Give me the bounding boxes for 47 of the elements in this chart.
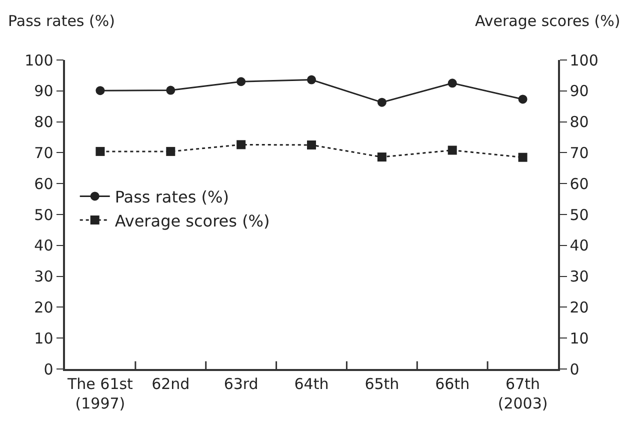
- y-tick-label: 20: [34, 298, 54, 316]
- y-tick-label: 10: [34, 329, 54, 348]
- y2-tick-label: 100: [570, 51, 598, 70]
- point: [166, 86, 176, 95]
- y2-tick-label: 30: [570, 268, 589, 286]
- x-tick-label: The 61st (1997): [66, 374, 134, 412]
- legend-label: Pass rates (%): [114, 187, 229, 206]
- y-tick-label: 40: [34, 236, 54, 255]
- y-tick-label: 80: [34, 113, 54, 132]
- y2-tick-label: 60: [570, 174, 589, 193]
- point: [236, 77, 246, 86]
- point: [518, 94, 528, 104]
- y-tick-label: 30: [34, 268, 54, 286]
- y2-tick-label: 40: [570, 236, 589, 255]
- point: [307, 140, 316, 150]
- y2-tick-label: 70: [570, 144, 589, 162]
- legend-label: Average scores (%): [114, 211, 270, 230]
- y-tick-label: 90: [34, 82, 54, 100]
- x-tick-label: 65th: [364, 374, 400, 393]
- y-tick-label: 100: [24, 51, 54, 70]
- x-tick-label: 63rd: [224, 374, 258, 393]
- point: [236, 140, 246, 150]
- x-tick-label: 62nd: [152, 374, 190, 393]
- point: [96, 146, 105, 156]
- y-tick-label: 60: [34, 174, 54, 193]
- point: [448, 146, 457, 155]
- y-tick-label: 70: [34, 144, 54, 162]
- y-tick-label: 50: [34, 206, 54, 224]
- point: [166, 146, 176, 156]
- x-tick-label: 66th: [435, 374, 470, 393]
- y2-tick-label: 90: [570, 82, 589, 100]
- y2-tick-label: 20: [570, 298, 589, 316]
- y2-tick-label: 80: [570, 113, 589, 132]
- y2-tick-label: 50: [570, 206, 589, 224]
- y2-tick-label: 0: [570, 360, 580, 378]
- y2-tick-label: 10: [570, 329, 589, 348]
- point: [518, 152, 528, 162]
- x-tick-label: 67th (2003): [498, 374, 548, 412]
- point: [307, 75, 316, 84]
- y2-axis-title: Average scores (%): [475, 12, 620, 30]
- point: [377, 152, 386, 162]
- y-tick-label: 0: [44, 360, 54, 378]
- x-tick-label: 64th: [294, 374, 329, 393]
- point: [448, 78, 457, 88]
- y-axis-title: Pass rates (%): [8, 12, 115, 30]
- point: [377, 98, 386, 107]
- point: [96, 86, 105, 96]
